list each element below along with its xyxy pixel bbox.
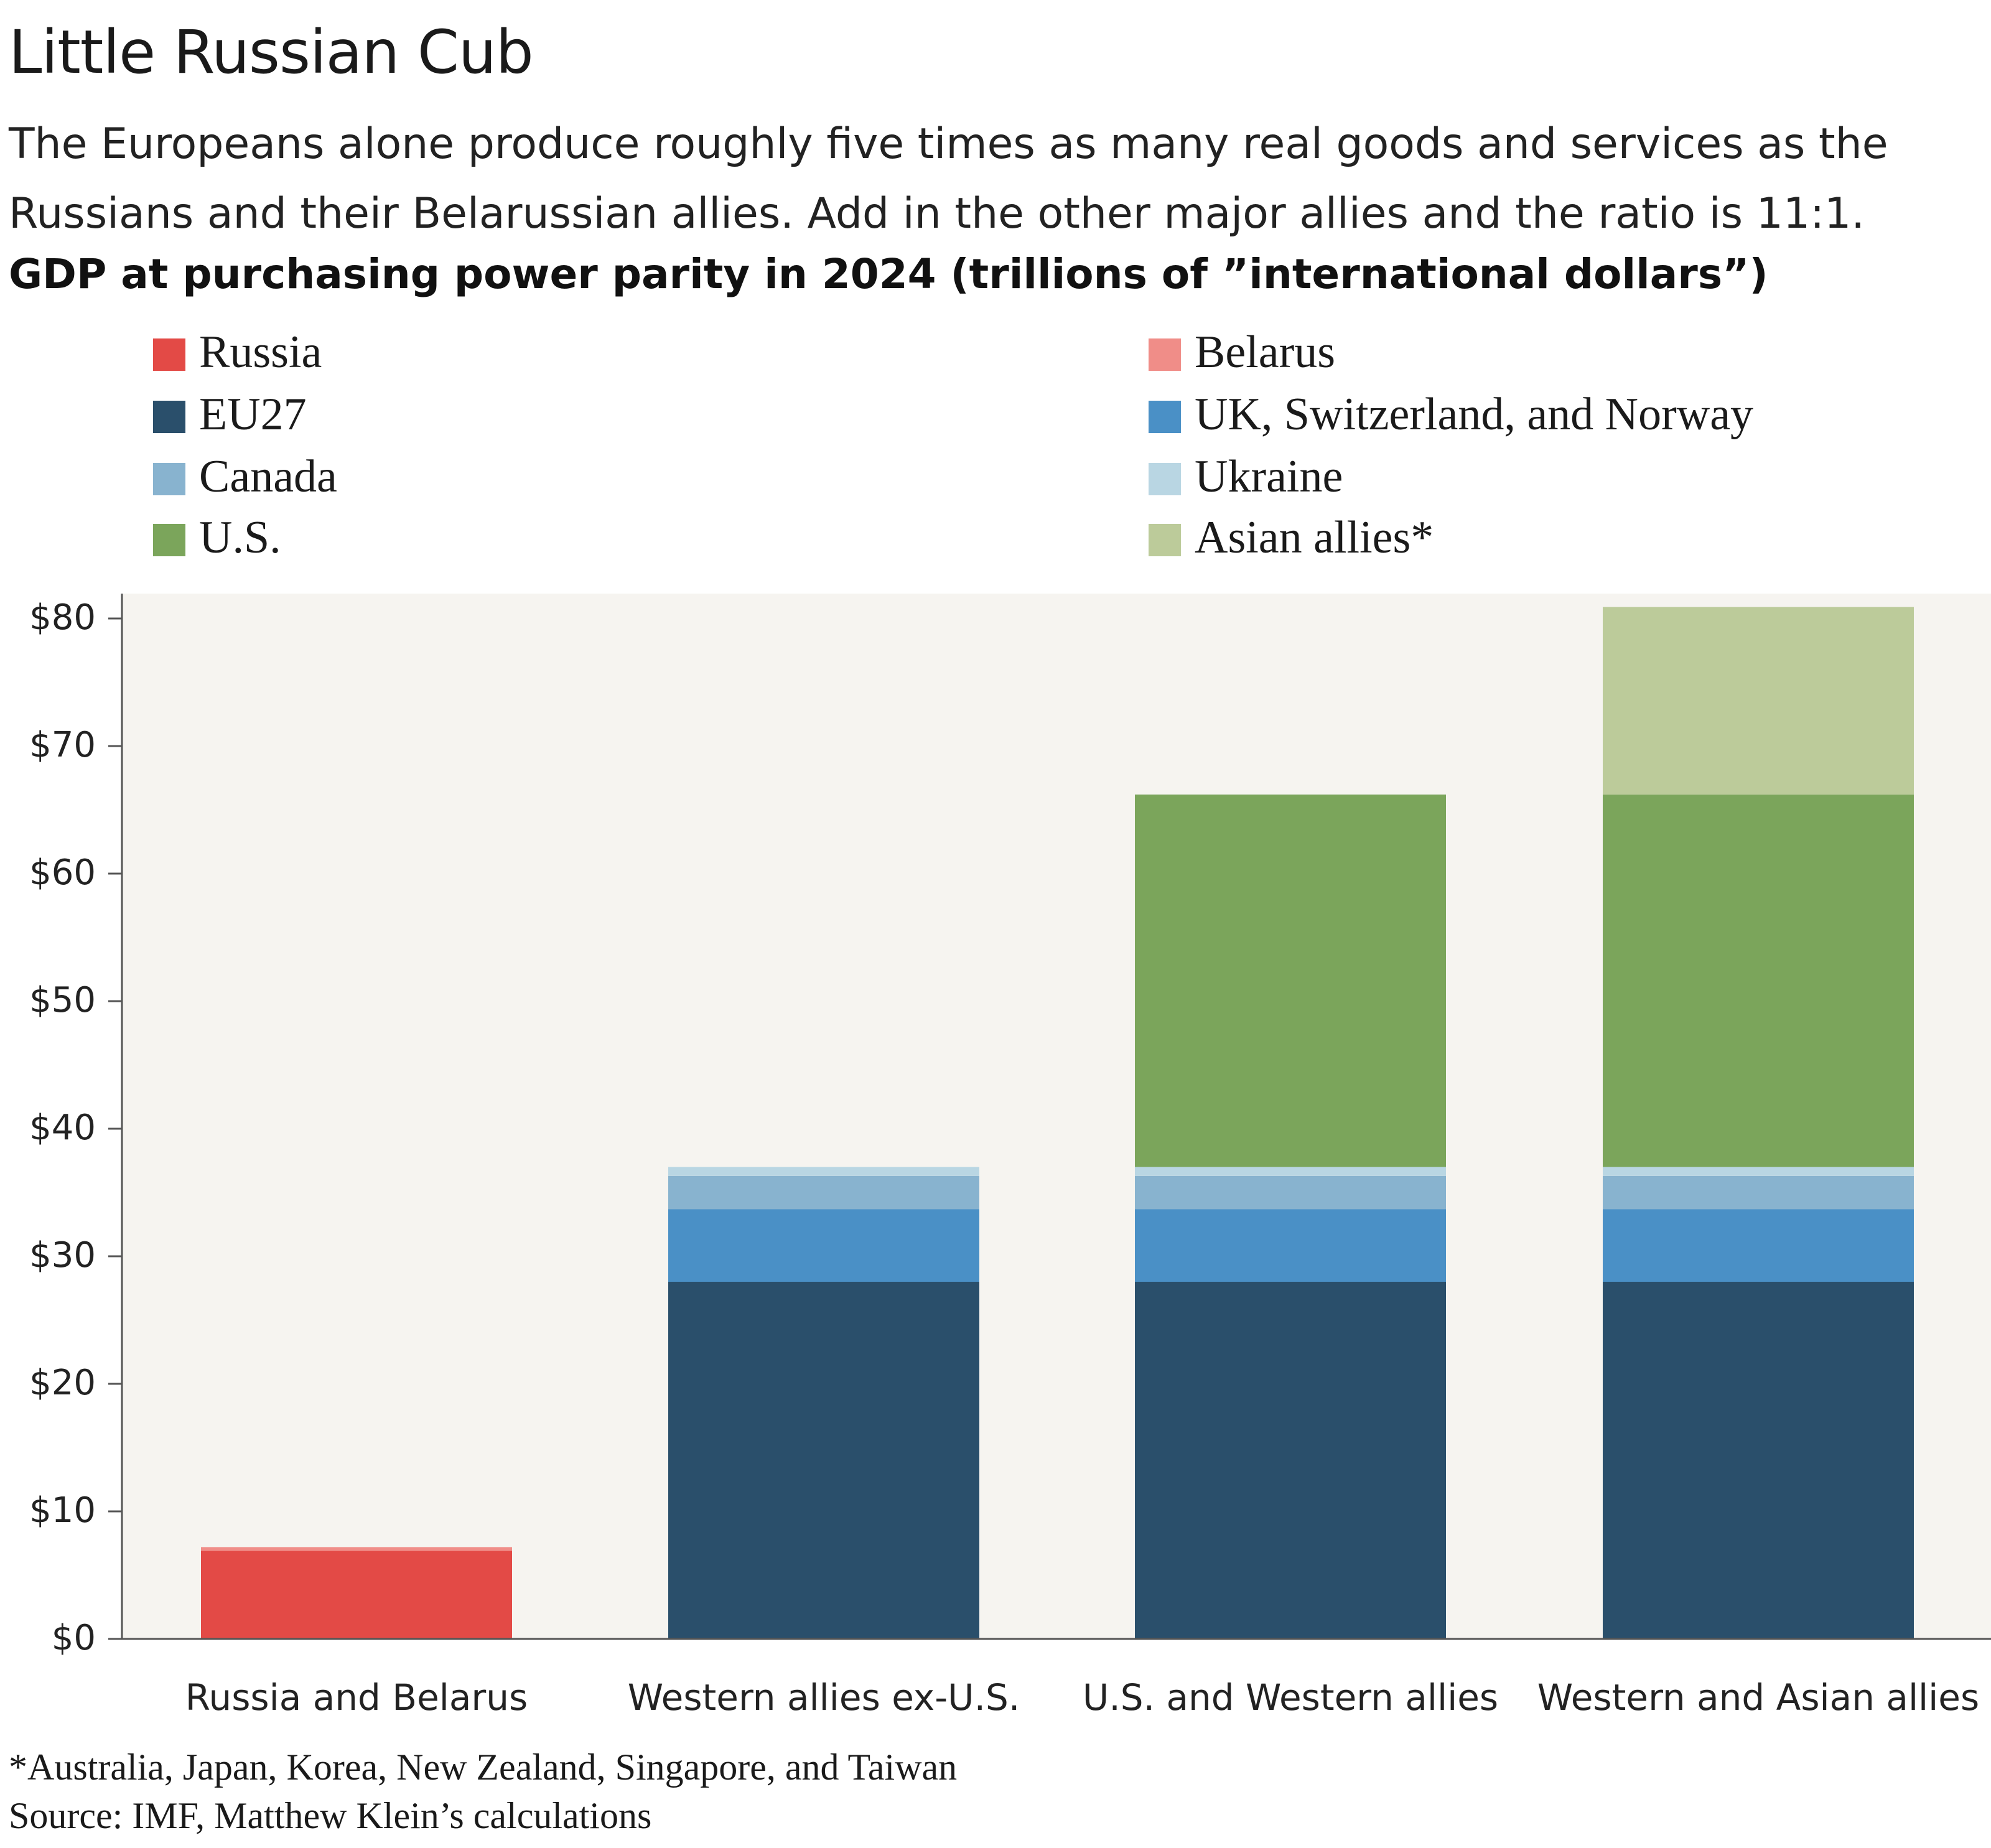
bar-western-and-asian-allies-eu27 [1603,1282,1914,1639]
legend-label-belarus: Belarus [1195,327,1336,378]
legend-swatch-canada [153,463,185,495]
source-note: Source: IMF, Matthew Klein’s calculation… [9,1795,652,1836]
legend-swatch-belarus [1149,338,1181,371]
bar-u-s-and-western-allies-eu27 [1135,1282,1446,1639]
bar-u-s-and-western-allies-canada [1135,1175,1446,1210]
subtitle-line-2: Russians and their Belarussian allies. A… [9,189,1865,238]
y-tick-label-80: $80 [29,597,96,638]
legend-label-us: U.S. [199,512,281,563]
y-tick-label-20: $20 [29,1363,96,1403]
x-category-label-western-allies-ex-u-s: Western allies ex-U.S. [627,1676,1020,1719]
bar-western-and-asian-allies-u-s [1603,794,1914,1167]
footnote: *Australia, Japan, Korea, New Zealand, S… [9,1747,958,1788]
legend-label-eu27: EU27 [199,389,307,440]
subtitle-line-1: The Europeans alone produce roughly five… [9,119,1888,169]
y-tick-label-50: $50 [29,980,96,1020]
legend-swatch-us [153,524,185,556]
legend-swatch-russia [153,338,185,371]
legend-swatch-uk-switzerland-norway [1149,401,1181,433]
axes-layer [108,594,1991,1640]
legend-label-canada: Canada [199,451,337,502]
x-category-label-u-s-and-western-allies: U.S. and Western allies [1082,1676,1499,1719]
bar-western-allies-ex-u-s-uk-switzerland-and-norway [668,1209,979,1282]
bar-u-s-and-western-allies-uk-switzerland-and-norway [1135,1209,1446,1282]
bar-u-s-and-western-allies-ukraine [1135,1167,1446,1176]
y-tick-label-70: $70 [29,725,96,765]
legend-swatch-eu27 [153,401,185,433]
chart-subtitle: The Europeans alone produce roughly five… [9,110,1969,249]
bar-western-allies-ex-u-s-canada [668,1175,979,1210]
legend-label-ukraine: Ukraine [1195,451,1343,502]
y-tick-label-40: $40 [29,1108,96,1148]
y-tick-label-30: $30 [29,1235,96,1276]
bar-western-and-asian-allies-ukraine [1603,1167,1914,1176]
bar-western-and-asian-allies-canada [1603,1175,1914,1210]
bar-u-s-and-western-allies-u-s [1135,794,1446,1167]
legend-swatch-asian-allies [1149,524,1181,556]
y-tick-label-10: $10 [29,1490,96,1531]
bar-russia-and-belarus-russia [201,1551,512,1639]
bar-russia-and-belarus-belarus [201,1547,512,1551]
chart-title: Little Russian Cub [9,17,534,87]
x-category-label-western-and-asian-allies: Western and Asian allies [1537,1676,1980,1719]
legend-label-russia: Russia [199,327,322,378]
bars-layer [201,607,1914,1639]
bar-western-and-asian-allies-asian-allies [1603,607,1914,795]
legend-label-uk-switzerland-norway: UK, Switzerland, and Norway [1195,389,1754,440]
legend-label-asian-allies: Asian allies* [1195,512,1434,563]
y-tick-label-60: $60 [29,852,96,893]
bar-western-and-asian-allies-uk-switzerland-and-norway [1603,1209,1914,1282]
legend-swatch-ukraine [1149,463,1181,495]
bar-western-allies-ex-u-s-ukraine [668,1167,979,1176]
y-tick-label-0: $0 [51,1618,96,1658]
x-category-label-russia-and-belarus: Russia and Belarus [185,1676,528,1719]
bar-western-allies-ex-u-s-eu27 [668,1282,979,1639]
chart-label: GDP at purchasing power parity in 2024 (… [9,250,1768,298]
